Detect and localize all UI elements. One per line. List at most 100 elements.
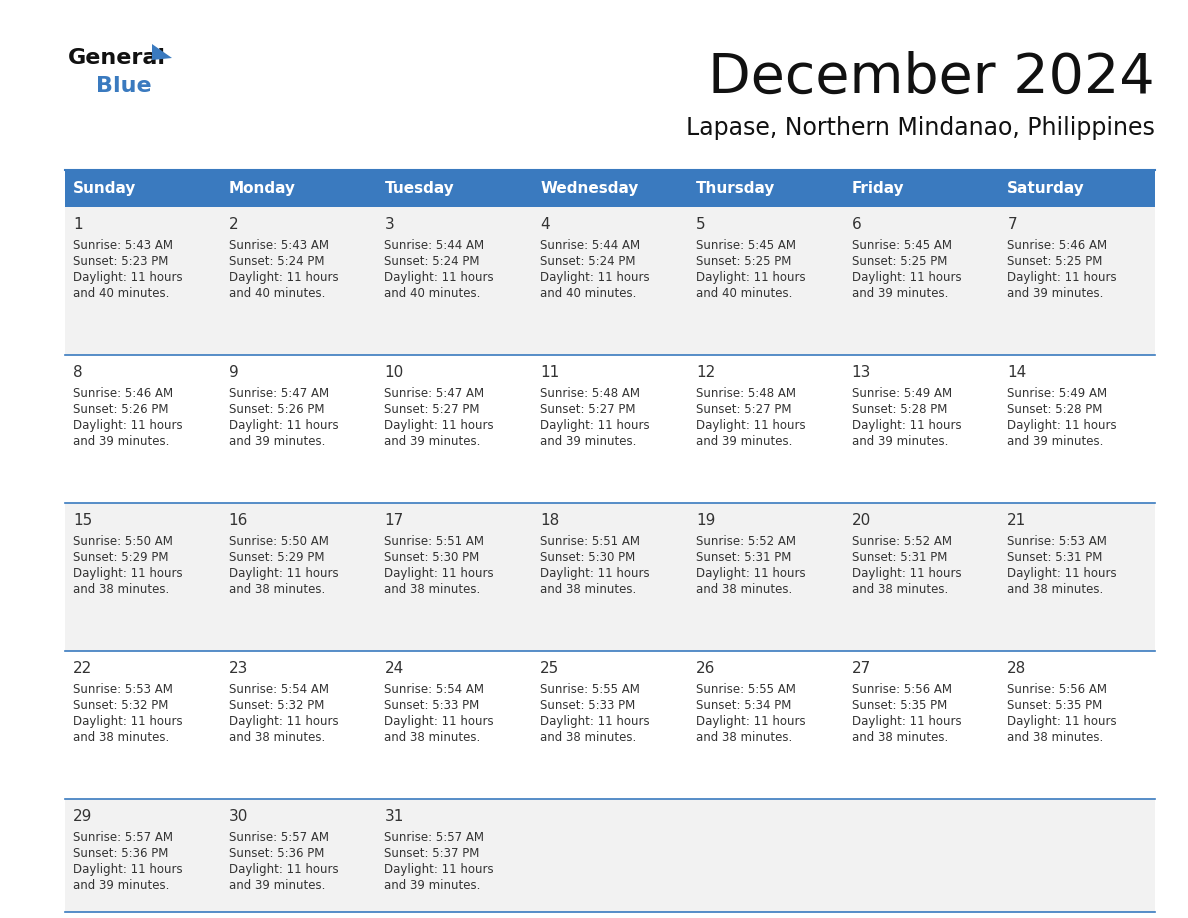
Text: Sunrise: 5:57 AM: Sunrise: 5:57 AM — [72, 831, 173, 844]
Text: Sunrise: 5:44 AM: Sunrise: 5:44 AM — [541, 239, 640, 252]
Text: and 40 minutes.: and 40 minutes. — [229, 287, 326, 300]
Text: and 39 minutes.: and 39 minutes. — [229, 435, 326, 448]
Text: Sunrise: 5:50 AM: Sunrise: 5:50 AM — [72, 535, 173, 548]
Text: 9: 9 — [229, 365, 239, 380]
Text: Daylight: 11 hours: Daylight: 11 hours — [696, 271, 805, 284]
Text: Sunset: 5:31 PM: Sunset: 5:31 PM — [696, 551, 791, 564]
Text: Daylight: 11 hours: Daylight: 11 hours — [1007, 271, 1117, 284]
Text: Daylight: 11 hours: Daylight: 11 hours — [852, 271, 961, 284]
Text: Daylight: 11 hours: Daylight: 11 hours — [852, 419, 961, 432]
Text: Daylight: 11 hours: Daylight: 11 hours — [229, 271, 339, 284]
Text: Daylight: 11 hours: Daylight: 11 hours — [72, 863, 183, 876]
Text: Daylight: 11 hours: Daylight: 11 hours — [696, 419, 805, 432]
Text: and 39 minutes.: and 39 minutes. — [1007, 435, 1104, 448]
Text: Sunrise: 5:57 AM: Sunrise: 5:57 AM — [385, 831, 485, 844]
Text: and 39 minutes.: and 39 minutes. — [72, 879, 170, 892]
Text: Daylight: 11 hours: Daylight: 11 hours — [229, 419, 339, 432]
Bar — [999, 170, 1155, 207]
Text: 17: 17 — [385, 513, 404, 528]
Text: and 40 minutes.: and 40 minutes. — [696, 287, 792, 300]
Text: 12: 12 — [696, 365, 715, 380]
Text: Sunrise: 5:49 AM: Sunrise: 5:49 AM — [852, 387, 952, 400]
Text: Daylight: 11 hours: Daylight: 11 hours — [1007, 715, 1117, 728]
Text: Daylight: 11 hours: Daylight: 11 hours — [229, 567, 339, 580]
Text: 26: 26 — [696, 661, 715, 676]
Text: 23: 23 — [229, 661, 248, 676]
Text: Daylight: 11 hours: Daylight: 11 hours — [541, 271, 650, 284]
Text: Sunset: 5:24 PM: Sunset: 5:24 PM — [229, 255, 324, 268]
Text: Daylight: 11 hours: Daylight: 11 hours — [1007, 419, 1117, 432]
Bar — [688, 170, 843, 207]
Text: and 39 minutes.: and 39 minutes. — [72, 435, 170, 448]
Polygon shape — [152, 44, 172, 60]
Bar — [65, 170, 221, 207]
Text: and 38 minutes.: and 38 minutes. — [1007, 583, 1104, 596]
Text: Sunset: 5:27 PM: Sunset: 5:27 PM — [541, 403, 636, 416]
Text: Sunset: 5:33 PM: Sunset: 5:33 PM — [385, 699, 480, 712]
Text: 15: 15 — [72, 513, 93, 528]
Text: Sunrise: 5:56 AM: Sunrise: 5:56 AM — [1007, 683, 1107, 696]
Text: Saturday: Saturday — [1007, 181, 1085, 196]
Text: Daylight: 11 hours: Daylight: 11 hours — [72, 419, 183, 432]
Text: and 39 minutes.: and 39 minutes. — [1007, 287, 1104, 300]
Text: Sunset: 5:28 PM: Sunset: 5:28 PM — [1007, 403, 1102, 416]
Text: and 38 minutes.: and 38 minutes. — [541, 731, 637, 744]
Text: Daylight: 11 hours: Daylight: 11 hours — [385, 715, 494, 728]
Text: 1: 1 — [72, 217, 83, 232]
Text: Tuesday: Tuesday — [385, 181, 454, 196]
Text: Sunrise: 5:51 AM: Sunrise: 5:51 AM — [541, 535, 640, 548]
Text: Sunrise: 5:48 AM: Sunrise: 5:48 AM — [541, 387, 640, 400]
Text: 14: 14 — [1007, 365, 1026, 380]
Text: Sunrise: 5:45 AM: Sunrise: 5:45 AM — [852, 239, 952, 252]
Bar — [65, 355, 1155, 503]
Text: Blue: Blue — [96, 76, 152, 96]
Text: Daylight: 11 hours: Daylight: 11 hours — [696, 567, 805, 580]
Text: 5: 5 — [696, 217, 706, 232]
Text: 4: 4 — [541, 217, 550, 232]
Text: 6: 6 — [852, 217, 861, 232]
Text: Sunset: 5:29 PM: Sunset: 5:29 PM — [72, 551, 169, 564]
Text: Sunset: 5:26 PM: Sunset: 5:26 PM — [72, 403, 169, 416]
Text: and 38 minutes.: and 38 minutes. — [696, 731, 792, 744]
Text: and 38 minutes.: and 38 minutes. — [852, 731, 948, 744]
Text: 24: 24 — [385, 661, 404, 676]
Text: Sunrise: 5:52 AM: Sunrise: 5:52 AM — [696, 535, 796, 548]
Text: Sunset: 5:25 PM: Sunset: 5:25 PM — [852, 255, 947, 268]
Text: Sunrise: 5:56 AM: Sunrise: 5:56 AM — [852, 683, 952, 696]
Text: 2: 2 — [229, 217, 239, 232]
Text: and 39 minutes.: and 39 minutes. — [541, 435, 637, 448]
Text: 16: 16 — [229, 513, 248, 528]
Text: Sunrise: 5:50 AM: Sunrise: 5:50 AM — [229, 535, 329, 548]
Text: and 40 minutes.: and 40 minutes. — [72, 287, 170, 300]
Text: Sunrise: 5:57 AM: Sunrise: 5:57 AM — [229, 831, 329, 844]
Text: Wednesday: Wednesday — [541, 181, 638, 196]
Text: Friday: Friday — [852, 181, 904, 196]
Text: Sunset: 5:32 PM: Sunset: 5:32 PM — [72, 699, 169, 712]
Bar — [532, 170, 688, 207]
Text: Daylight: 11 hours: Daylight: 11 hours — [541, 567, 650, 580]
Text: Sunset: 5:29 PM: Sunset: 5:29 PM — [229, 551, 324, 564]
Text: Daylight: 11 hours: Daylight: 11 hours — [852, 567, 961, 580]
Text: Thursday: Thursday — [696, 181, 776, 196]
Bar — [65, 207, 1155, 355]
Text: 7: 7 — [1007, 217, 1017, 232]
Text: 30: 30 — [229, 809, 248, 824]
Bar — [65, 651, 1155, 799]
Text: Sunrise: 5:55 AM: Sunrise: 5:55 AM — [696, 683, 796, 696]
Text: and 39 minutes.: and 39 minutes. — [852, 287, 948, 300]
Text: 8: 8 — [72, 365, 83, 380]
Text: Lapase, Northern Mindanao, Philippines: Lapase, Northern Mindanao, Philippines — [687, 116, 1155, 140]
Text: Daylight: 11 hours: Daylight: 11 hours — [385, 419, 494, 432]
Text: Sunrise: 5:45 AM: Sunrise: 5:45 AM — [696, 239, 796, 252]
Text: 28: 28 — [1007, 661, 1026, 676]
Text: and 39 minutes.: and 39 minutes. — [385, 879, 481, 892]
Text: 21: 21 — [1007, 513, 1026, 528]
Bar — [221, 170, 377, 207]
Text: 20: 20 — [852, 513, 871, 528]
Text: Sunset: 5:34 PM: Sunset: 5:34 PM — [696, 699, 791, 712]
Text: 3: 3 — [385, 217, 394, 232]
Text: Sunrise: 5:47 AM: Sunrise: 5:47 AM — [229, 387, 329, 400]
Text: Sunrise: 5:48 AM: Sunrise: 5:48 AM — [696, 387, 796, 400]
Text: Sunset: 5:24 PM: Sunset: 5:24 PM — [541, 255, 636, 268]
Text: Daylight: 11 hours: Daylight: 11 hours — [72, 567, 183, 580]
